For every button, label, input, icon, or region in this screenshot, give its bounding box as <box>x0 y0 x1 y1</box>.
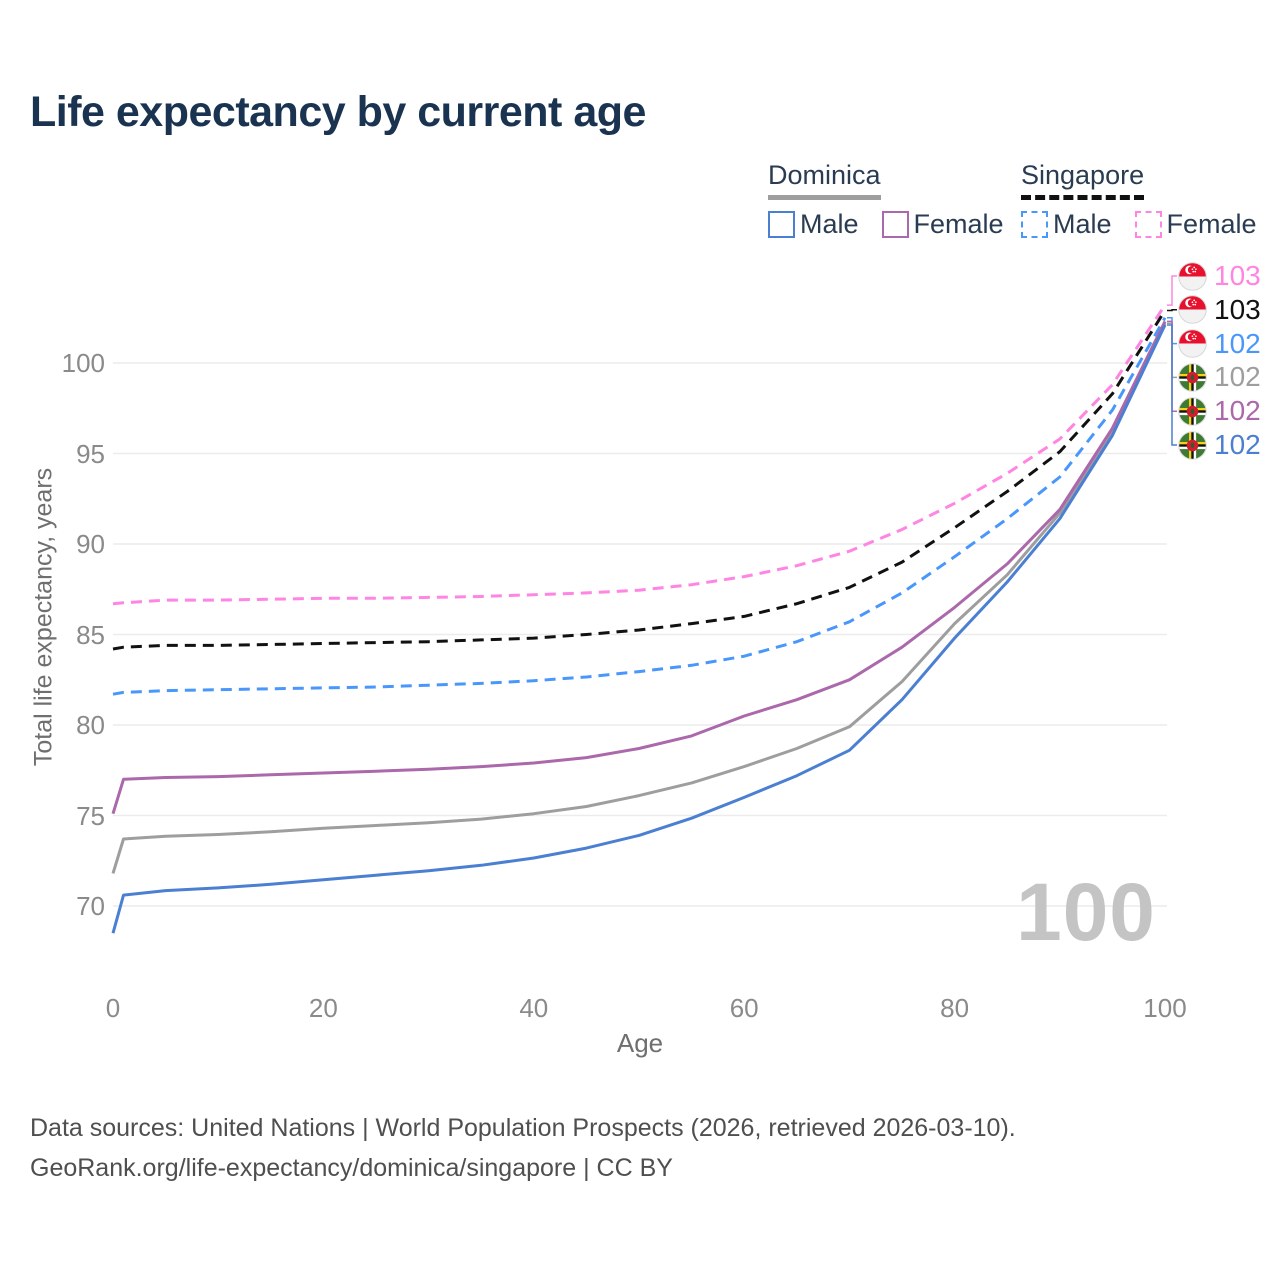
legend-item-singapore-male[interactable]: Male <box>1021 209 1112 240</box>
legend-checkbox-singapore-female[interactable] <box>1134 211 1162 238</box>
series-line-dominica <box>111 322 1167 874</box>
x-tick-40: 40 <box>519 993 549 1023</box>
dominica-flag-icon <box>1178 363 1207 392</box>
singapore-flag-icon <box>1178 261 1207 291</box>
legend-label: Male <box>1053 209 1112 239</box>
singapore-flag-icon <box>1178 329 1207 358</box>
end-value: 103 <box>1214 260 1261 291</box>
series-line-dominica-male <box>111 324 1167 934</box>
end-label-row-dominica: 102 <box>1178 362 1261 392</box>
legend-label: Female <box>913 209 1004 239</box>
legend-checkbox-singapore-male[interactable] <box>1021 211 1048 238</box>
legend-heading-singapore: Singapore <box>1021 160 1145 200</box>
legend-label: Male <box>800 209 859 239</box>
end-value: 103 <box>1214 293 1261 325</box>
series-line-singapore-male <box>112 317 1167 696</box>
end-label-row-dominica-male: 102 <box>1178 430 1261 460</box>
end-value: 102 <box>1214 327 1261 359</box>
dominica-flag-icon <box>1178 430 1207 460</box>
leader-line-singapore <box>1167 309 1177 312</box>
x-axis-title: Age <box>616 1028 664 1058</box>
legend-item-dominica-male[interactable]: Male <box>768 209 859 240</box>
y-tick-80: 80 <box>76 710 105 740</box>
end-label-row-singapore: 103 <box>1178 293 1261 325</box>
y-axis-title: Total life expectancy, years <box>29 467 58 767</box>
end-value: 102 <box>1214 429 1261 460</box>
end-label-row-singapore-female: 103 <box>1178 261 1261 291</box>
y-tick-100: 100 <box>61 348 105 378</box>
legend-label: Female <box>1166 209 1257 239</box>
footer-sources: Data sources: United Nations | World Pop… <box>30 1114 1016 1142</box>
dominica-flag-icon <box>1178 396 1207 426</box>
x-tick-0: 0 <box>105 993 121 1023</box>
y-tick-75: 75 <box>76 800 105 831</box>
legend-group-singapore: Singapore Male Female <box>1021 160 1257 240</box>
watermark-age-100: 100 <box>1016 867 1156 958</box>
legend: Dominica Male Female Singapore Male Female <box>0 160 1280 250</box>
leader-line-dominica-male <box>1167 324 1177 446</box>
y-tick-95: 95 <box>76 438 105 469</box>
x-tick-80: 80 <box>940 993 970 1023</box>
footer: Data sources: United Nations | World Pop… <box>30 1108 1016 1188</box>
leader-line-singapore-female <box>1167 275 1177 306</box>
legend-group-dominica: Dominica Male Female <box>768 160 1004 240</box>
end-value: 102 <box>1214 395 1261 427</box>
series-line-dominica-female <box>111 320 1167 815</box>
y-tick-70: 70 <box>76 891 105 921</box>
legend-checkbox-dominica-female[interactable] <box>881 211 909 238</box>
legend-checkbox-dominica-male[interactable] <box>768 211 795 238</box>
y-tick-85: 85 <box>76 619 105 650</box>
singapore-flag-icon <box>1178 295 1207 325</box>
series-line-singapore <box>112 309 1167 651</box>
legend-item-dominica-female[interactable]: Female <box>881 209 1004 240</box>
end-label-row-dominica-female: 102 <box>1178 396 1261 426</box>
legend-heading-dominica: Dominica <box>768 160 881 200</box>
x-tick-60: 60 <box>729 993 759 1023</box>
footer-attribution: GeoRank.org/life-expectancy/dominica/sin… <box>30 1154 673 1182</box>
y-tick-90: 90 <box>76 529 105 559</box>
series-line-singapore-female <box>112 304 1167 606</box>
end-label-row-singapore-male: 102 <box>1178 327 1261 359</box>
end-value: 102 <box>1214 361 1261 393</box>
x-tick-100: 100 <box>1143 993 1187 1023</box>
x-tick-20: 20 <box>308 993 338 1023</box>
page-title: Life expectancy by current age <box>30 88 646 136</box>
legend-item-singapore-female[interactable]: Female <box>1134 209 1257 240</box>
